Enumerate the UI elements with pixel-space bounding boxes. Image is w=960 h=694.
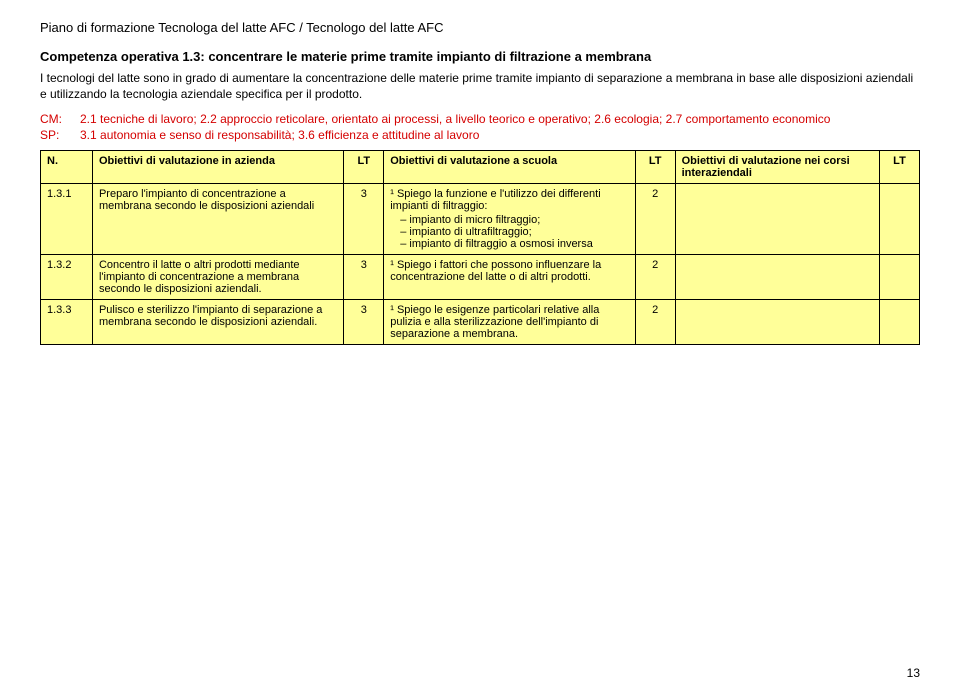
col-azienda: Obiettivi di valutazione in azienda: [92, 151, 343, 184]
cell-lt3: [879, 300, 919, 345]
cell-azienda: Concentro il latte o altri prodotti medi…: [92, 255, 343, 300]
cell-corsi: [675, 184, 879, 255]
table-row: 1.3.1Preparo l'impianto di concentrazion…: [41, 184, 920, 255]
col-corsi: Obiettivi di valutazione nei corsi inter…: [675, 151, 879, 184]
cell-corsi: [675, 300, 879, 345]
cell-n: 1.3.2: [41, 255, 93, 300]
cell-lt2: 2: [635, 300, 675, 345]
cell-n: 1.3.1: [41, 184, 93, 255]
cell-lt2: 2: [635, 255, 675, 300]
cell-lt1: 3: [344, 300, 384, 345]
cell-lt2: 2: [635, 184, 675, 255]
cell-n: 1.3.3: [41, 300, 93, 345]
cm-label: CM:: [40, 112, 80, 126]
cell-corsi: [675, 255, 879, 300]
objectives-table: N. Obiettivi di valutazione in azienda L…: [40, 150, 920, 345]
list-item: impianto di filtraggio a osmosi inversa: [400, 238, 628, 250]
sp-text: 3.1 autonomia e senso di responsabilità;…: [80, 128, 920, 142]
col-lt3: LT: [879, 151, 919, 184]
col-lt2: LT: [635, 151, 675, 184]
sp-label: SP:: [40, 128, 80, 142]
list-item: impianto di ultrafiltraggio;: [400, 226, 628, 238]
competence-description: I tecnologi del latte sono in grado di a…: [40, 70, 920, 102]
cell-lt1: 3: [344, 184, 384, 255]
col-scuola: Obiettivi di valutazione a scuola: [384, 151, 635, 184]
page-number: 13: [907, 666, 920, 680]
competence-title: Competenza operativa 1.3: concentrare le…: [40, 49, 920, 64]
cell-scuola: ¹ Spiego le esigenze particolari relativ…: [384, 300, 635, 345]
cell-lt3: [879, 184, 919, 255]
cell-lt1: 3: [344, 255, 384, 300]
cell-azienda: Pulisco e sterilizzo l'impianto di separ…: [92, 300, 343, 345]
cell-scuola: ¹ Spiego i fattori che possono influenza…: [384, 255, 635, 300]
list-item: impianto di micro filtraggio;: [400, 214, 628, 226]
table-row: 1.3.2Concentro il latte o altri prodotti…: [41, 255, 920, 300]
cell-lt3: [879, 255, 919, 300]
table-row: 1.3.3Pulisco e sterilizzo l'impianto di …: [41, 300, 920, 345]
col-lt1: LT: [344, 151, 384, 184]
col-n: N.: [41, 151, 93, 184]
cell-scuola: ¹ Spiego la funzione e l'utilizzo dei di…: [384, 184, 635, 255]
cm-text: 2.1 tecniche di lavoro; 2.2 approccio re…: [80, 112, 920, 126]
cell-azienda: Preparo l'impianto di concentrazione a m…: [92, 184, 343, 255]
page-header: Piano di formazione Tecnologa del latte …: [40, 20, 920, 35]
